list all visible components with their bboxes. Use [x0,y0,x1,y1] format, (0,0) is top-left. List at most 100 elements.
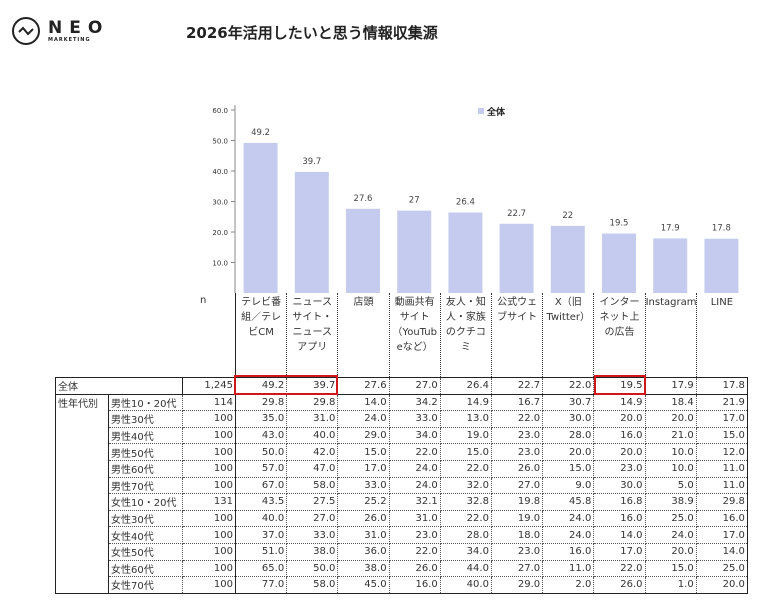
data-label: 19.5 [610,219,629,229]
value-cell: 28.0 [440,526,492,544]
value-cell: 20.0 [593,410,646,428]
n-cell: 100 [182,443,236,461]
value-cell: 30.0 [542,410,595,428]
value-cell: 2.0 [542,576,595,594]
value-cell: 23.0 [593,460,646,478]
value-cell: 27.0 [286,510,339,528]
value-cell: 19.0 [491,510,544,528]
row-label: 女性50代 [108,543,183,561]
row-label: 男性70代 [108,477,183,495]
table-row: 女性50代 100 51.0 38.0 36.0 22.0 34.0 23.0 16.0 17.0… [56,543,748,561]
value-cell: 20.0 [645,543,697,561]
value-cell: 65.0 [235,560,288,578]
value-cell: 16.8 [593,493,646,511]
value-cell: 26.0 [491,460,544,478]
value-cell: 45.0 [337,576,390,594]
data-label: 26.4 [456,197,475,207]
table-row: 女性30代 100 40.0 27.0 26.0 31.0 22.0 19.0 24.0 16.0… [56,510,748,528]
value-cell: 10.0 [645,460,697,478]
value-cell: 24.0 [542,526,595,544]
value-cell: 11.0 [542,560,595,578]
value-cell: 22.0 [593,560,646,578]
column-header: ニュース サイト・ ニュース アプリ [286,293,337,377]
row-label: 女性10・20代 [108,493,183,511]
value-cell: 38.9 [645,493,697,511]
value-cell: 33.0 [389,410,441,428]
table-row: 女性40代 100 37.0 33.0 31.0 23.0 28.0 18.0 24.0 14.0… [56,526,748,544]
column-header: LINE [695,293,747,377]
table-row: 男性60代 100 57.0 47.0 17.0 24.0 22.0 26.0 15.0 23.0… [56,460,748,478]
value-cell: 17.0 [696,410,748,428]
value-cell: 34.2 [389,394,441,412]
value-cell: 13.0 [440,410,492,428]
n-cell: 1,245 [182,377,236,395]
value-cell: 21.9 [696,394,748,412]
value-cell: 25.0 [696,560,748,578]
group-label: 性年代別 [55,394,109,594]
value-cell: 16.0 [542,543,595,561]
value-cell: 16.0 [696,510,748,528]
value-cell: 47.0 [286,460,339,478]
value-cell: 30.7 [542,394,595,412]
value-cell: 45.8 [542,493,595,511]
value-cell: 23.0 [491,443,544,461]
value-cell: 25.2 [337,493,390,511]
value-cell: 37.0 [235,526,288,544]
n-cell: 100 [182,427,236,445]
value-cell: 34.0 [389,427,441,445]
y-tick-label: 20.0 [212,229,228,237]
row-label: 女性30代 [108,510,183,528]
value-cell: 24.0 [542,510,595,528]
n-cell: 100 [182,410,236,428]
column-header: 動画共有 サイト （YouTub eなど） [388,293,440,377]
value-cell: 19.5 [593,377,646,395]
n-cell: 100 [182,543,236,561]
bar [448,212,483,293]
table-row: 女性70代 100 77.0 58.0 45.0 16.0 40.0 29.0 2.0 26.0 1… [56,576,748,594]
value-cell: 27.0 [491,560,544,578]
wave-icon [12,17,40,45]
value-cell: 26.0 [593,576,646,594]
value-cell: 26.0 [389,560,441,578]
value-cell: 25.0 [645,510,697,528]
row-label: 女性40代 [108,526,183,544]
value-cell: 39.7 [286,377,339,395]
data-label: 39.7 [302,157,321,167]
value-cell: 38.0 [337,560,390,578]
value-cell: 32.8 [440,493,492,511]
bar [294,171,329,293]
y-tick-label: 40.0 [212,168,228,176]
value-cell: 22.7 [491,377,544,395]
value-cell: 51.0 [235,543,288,561]
value-cell: 18.0 [491,526,544,544]
value-cell: 31.0 [389,510,441,528]
row-label: 男性50代 [108,443,183,461]
table-row: 男性70代 100 67.0 58.0 33.0 24.0 32.0 27.0 9.0 30.0 5… [56,477,748,495]
value-cell: 15.0 [440,443,492,461]
column-header: インター ネット上 の広告 [593,293,644,377]
value-cell: 21.0 [645,427,697,445]
value-cell: 11.0 [696,460,748,478]
value-cell: 29.0 [491,576,544,594]
brand-sub: MARKETING [48,37,91,43]
value-cell: 36.0 [337,543,390,561]
value-cell: 58.0 [286,576,339,594]
value-cell: 23.0 [491,543,544,561]
n-cell: 100 [182,460,236,478]
value-cell: 15.0 [542,460,595,478]
column-header: 店頭 [337,293,388,377]
y-tick-label: 60.0 [212,107,228,115]
value-cell: 77.0 [235,576,288,594]
value-cell: 20.0 [542,443,595,461]
value-cell: 14.9 [593,394,646,412]
bar [243,142,278,293]
value-cell: 17.9 [645,377,697,395]
value-cell: 24.0 [389,460,441,478]
value-cell: 22.0 [440,510,492,528]
value-cell: 29.8 [235,394,288,412]
value-cell: 24.0 [645,526,697,544]
value-cell: 12.0 [696,443,748,461]
value-cell: 19.8 [491,493,544,511]
n-cell: 100 [182,560,236,578]
value-cell: 16.0 [593,427,646,445]
